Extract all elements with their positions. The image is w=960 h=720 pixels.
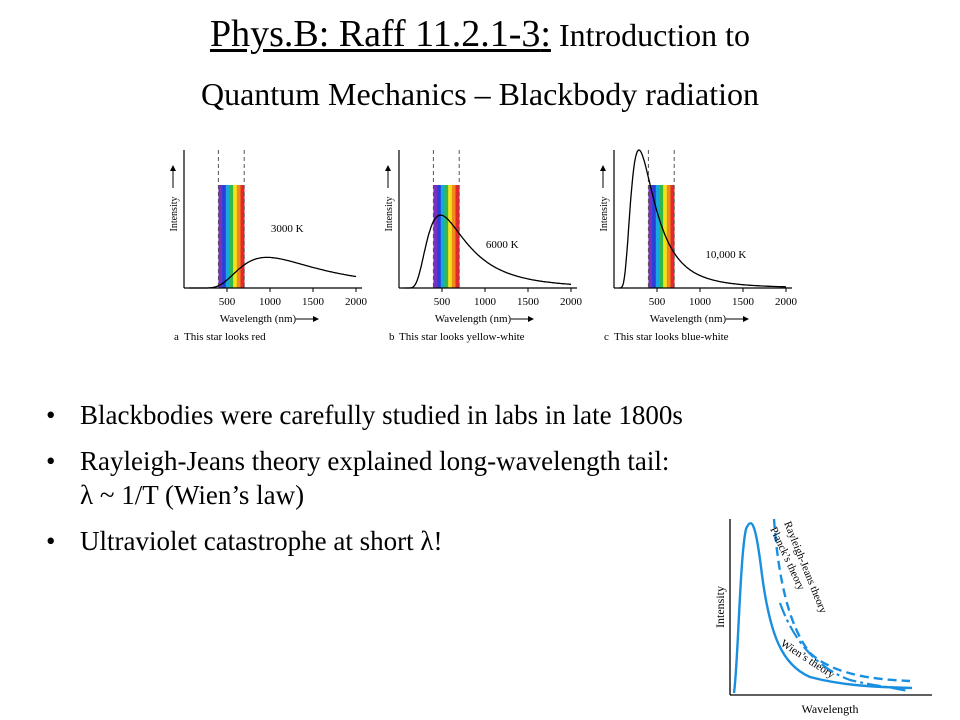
spectrum-band-stripe — [455, 185, 460, 288]
y-axis-label: Intensity — [384, 197, 395, 232]
spectrum-band-stripe — [648, 185, 653, 288]
x-axis-label: Wavelength (nm) — [435, 313, 512, 325]
blackbody-curve — [619, 149, 786, 289]
x-axis-label: Wavelength (nm) — [650, 313, 727, 325]
x-tick-label: 500 — [219, 296, 236, 308]
x-tick-label: 1500 — [302, 296, 325, 308]
x-tick-label: 1500 — [732, 296, 755, 308]
caption-text: This star looks blue-white — [614, 331, 729, 343]
x-axis-label: Wavelength (nm) — [220, 313, 297, 325]
x-tick-label: 2000 — [345, 296, 368, 308]
y-axis-label: Intensity — [713, 586, 727, 628]
spectrum-band-stripe — [433, 185, 438, 288]
y-axis-arrowhead — [170, 165, 176, 171]
spectrum-band-stripe — [229, 185, 234, 288]
caption-letter: c — [604, 331, 609, 343]
y-axis-label: Intensity — [169, 197, 180, 232]
temperature-label: 10,000 K — [705, 249, 746, 261]
planck-curve — [732, 522, 913, 694]
caption-text: This star looks yellow-white — [399, 331, 525, 343]
y-axis-arrowhead — [385, 165, 391, 171]
title-course-ref: Phys.B: Raff 11.2.1-3 — [209, 13, 541, 55]
spectrum-band-stripe — [655, 185, 660, 288]
y-axis-label: Intensity — [599, 197, 610, 232]
title-subtopic: Quantum Mechanics – Blackbody radiation — [200, 76, 760, 112]
bullet-text: λ ~ 1/T (Wien’s law) — [80, 480, 305, 510]
star-panel: 500 1000 1500 2000 Intensity Wavelength (nm) c… — [599, 149, 798, 343]
x-tick-label: 1000 — [259, 296, 282, 308]
bullet-item: Rayleigh-Jeans theory explained long-wav… — [46, 444, 926, 512]
spectrum-band-stripe — [440, 185, 445, 288]
spectrum-band-stripe — [437, 185, 442, 288]
x-axis-arrowhead — [528, 316, 534, 322]
caption-text: This star looks red — [184, 331, 266, 343]
bullet-list: Blackbodies were carefully studied in la… — [46, 398, 926, 570]
blackbody-curve — [404, 214, 571, 289]
star-panel: 500 1000 1500 2000 Intensity Wavelength (nm) b… — [384, 150, 583, 343]
blackbody-star-figures: 500 1000 1500 2000 Intensity Wavelength (nm) a… — [169, 149, 798, 343]
title-colon: : — [540, 13, 551, 55]
temperature-label: 3000 K — [271, 223, 304, 235]
wien-curve — [778, 602, 909, 693]
slide-title: Phys.B: Raff 11.2.1-3: Introduction to Q… — [0, 8, 960, 120]
x-tick-label: 500 — [434, 296, 451, 308]
x-axis-label: Wavelength — [801, 702, 858, 716]
bullet-text: Rayleigh-Jeans theory explained long-wav… — [80, 446, 670, 476]
y-axis-arrowhead — [600, 165, 606, 171]
spectrum-band-stripe — [240, 185, 245, 288]
spectrum-band-stripe — [666, 185, 671, 288]
spectrum-band-stripe — [225, 185, 230, 288]
temperature-label: 6000 K — [486, 239, 519, 251]
bullet-text: Blackbodies were carefully studied in la… — [80, 400, 683, 430]
spectrum-band-stripe — [444, 185, 449, 288]
x-axis-arrowhead — [313, 316, 319, 322]
bullet-text: Ultraviolet catastrophe at short λ! — [80, 526, 443, 556]
star-panel: 500 1000 1500 2000 Intensity Wavelength (nm) a… — [169, 150, 368, 343]
bullet-item: Blackbodies were carefully studied in la… — [46, 398, 926, 432]
caption-letter: b — [389, 331, 395, 343]
x-tick-label: 2000 — [775, 296, 798, 308]
spectrum-band-stripe — [659, 185, 664, 288]
caption-letter: a — [174, 331, 179, 343]
spectrum-band-stripe — [652, 185, 657, 288]
spectrum-band-stripe — [218, 185, 223, 288]
spectrum-band-stripe — [670, 185, 675, 288]
spectrum-band-stripe — [448, 185, 453, 288]
blackbody-curve — [189, 256, 357, 289]
bullet-item: Ultraviolet catastrophe at short λ! — [46, 524, 926, 558]
spectrum-band-stripe — [222, 185, 227, 288]
spectrum-band-stripe — [451, 185, 456, 288]
x-tick-label: 2000 — [560, 296, 583, 308]
title-topic: Introduction to — [550, 17, 751, 53]
x-axis-arrowhead — [743, 316, 749, 322]
spectrum-band-stripe — [233, 185, 238, 288]
x-tick-label: 500 — [649, 296, 666, 308]
x-tick-label: 1000 — [474, 296, 497, 308]
x-tick-label: 1000 — [689, 296, 712, 308]
x-tick-label: 1500 — [517, 296, 540, 308]
spectrum-band-stripe — [236, 185, 241, 288]
